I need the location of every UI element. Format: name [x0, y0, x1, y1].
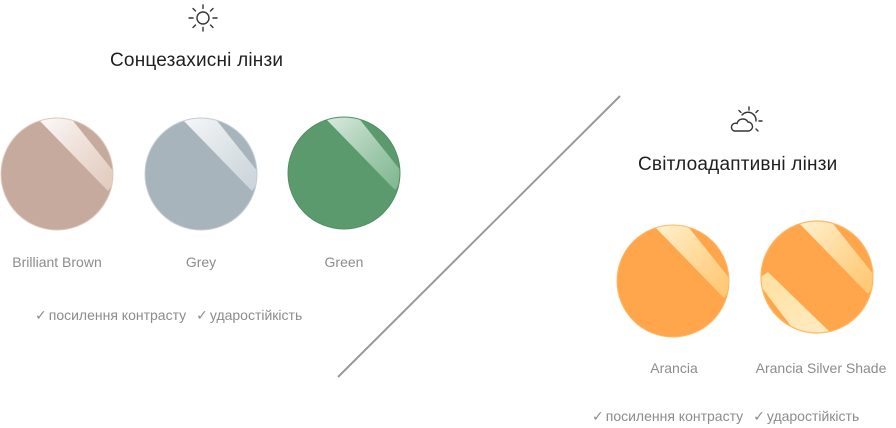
lens-label: Green — [324, 254, 364, 270]
lens-label: Brilliant Brown — [12, 254, 102, 270]
photochromic-features: ✓ посилення контрасту ✓ ударостійкість — [592, 408, 859, 425]
feature-item: ударостійкість — [209, 307, 303, 323]
lens-label: Arancia — [650, 360, 698, 376]
lens-grey[interactable] — [144, 117, 258, 231]
photochromic-title: Світлоадаптивні лінзи — [638, 154, 838, 175]
partly-cloudy-sun-icon — [730, 106, 763, 132]
sunglasses-title: Сонцезахисні лінзи — [110, 50, 284, 71]
sunglasses-features: ✓ посилення контрасту ✓ ударостійкість — [35, 307, 302, 324]
sun-icon — [188, 4, 218, 32]
lens-label: Grey — [185, 254, 217, 270]
check-icon: ✓ — [35, 307, 47, 323]
lens-green[interactable] — [287, 116, 401, 230]
feature-item: посилення контрасту — [605, 408, 744, 424]
check-icon: ✓ — [592, 408, 604, 424]
lens-brilliant-brown[interactable] — [0, 117, 114, 231]
check-icon: ✓ — [753, 408, 765, 424]
feature-item: посилення контрасту — [48, 307, 187, 323]
feature-item: ударостійкість — [766, 408, 860, 424]
lens-arancia-silver-shade[interactable] — [760, 220, 874, 334]
lens-label: Arancia Silver Shade — [755, 360, 887, 376]
check-icon: ✓ — [196, 307, 208, 323]
lens-arancia[interactable] — [616, 224, 730, 338]
